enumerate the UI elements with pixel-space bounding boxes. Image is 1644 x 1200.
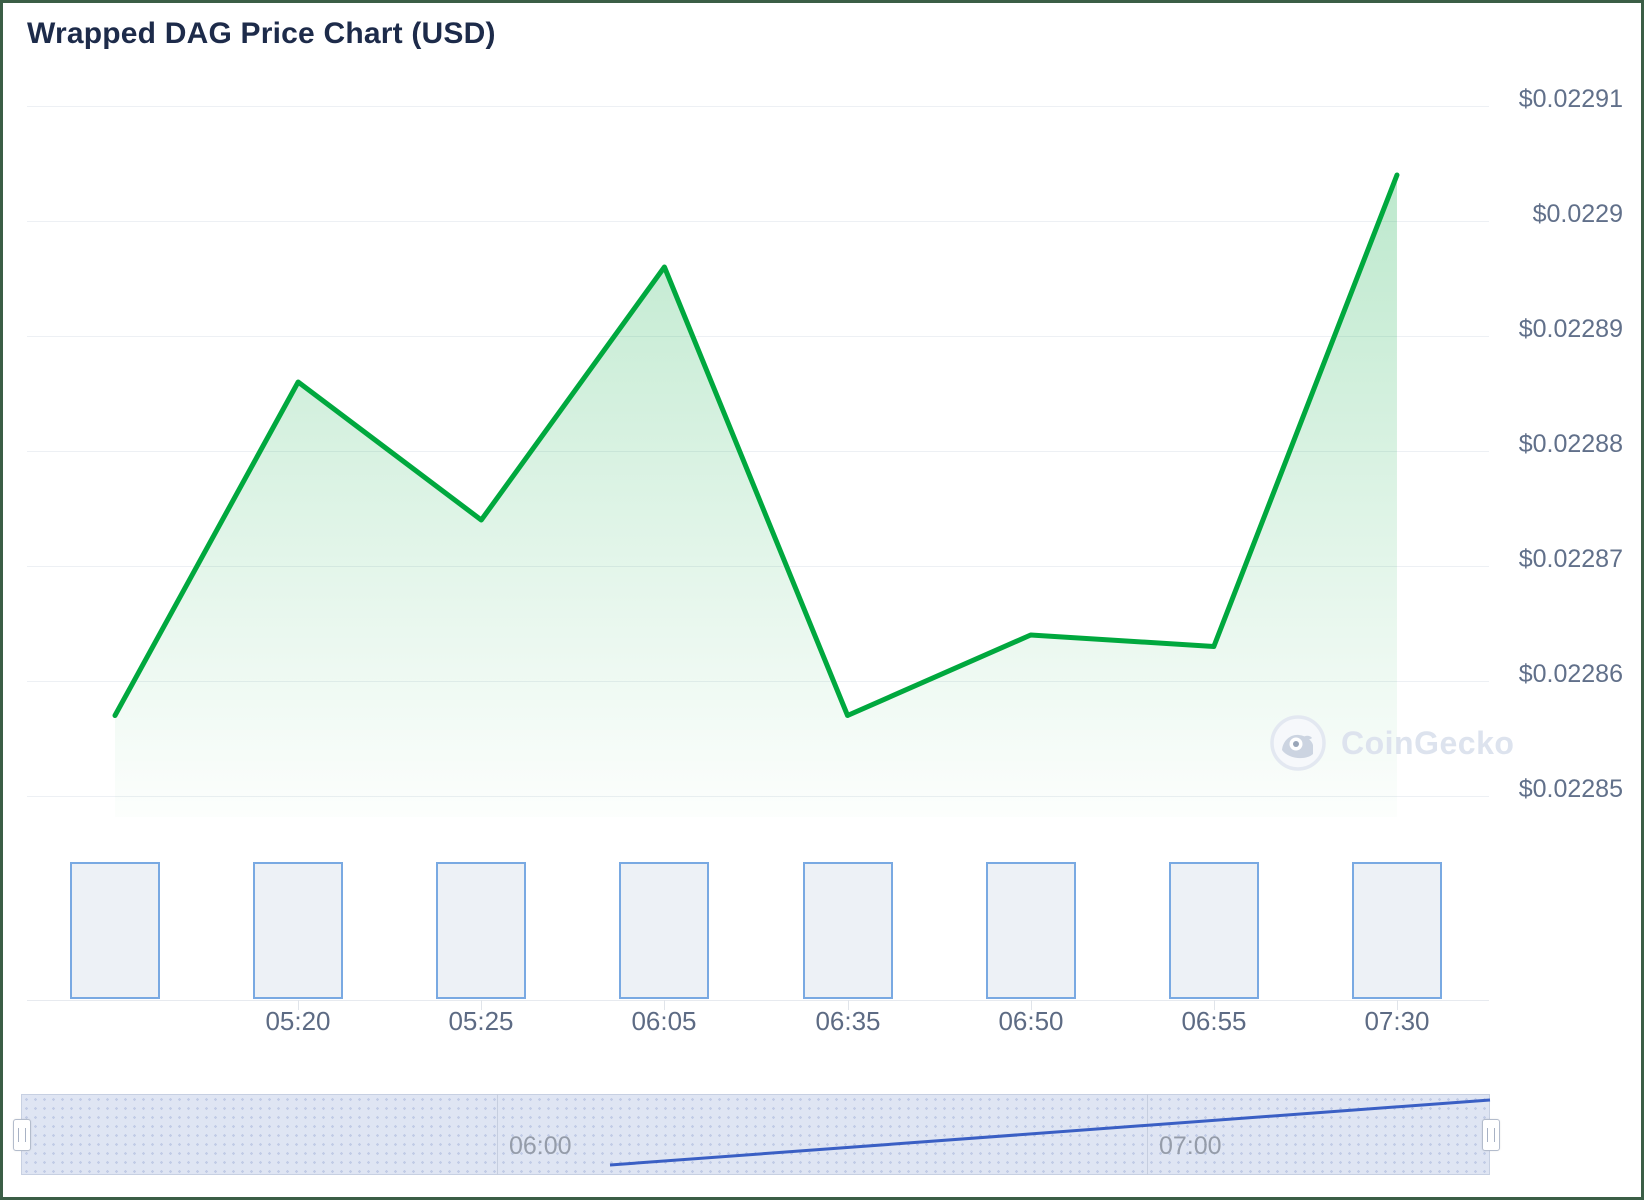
coingecko-watermark[interactable]: CoinGecko: [1269, 714, 1514, 772]
x-axis-tick: [664, 1000, 665, 1010]
x-axis-line: [27, 1000, 1489, 1001]
y-axis-tick-label: $0.02286: [1518, 660, 1623, 688]
handle-grip-icon: [1487, 1128, 1495, 1142]
navigator-right-handle[interactable]: [1482, 1119, 1500, 1151]
x-axis-tick-label: 05:20: [265, 1006, 331, 1036]
navigator-time-label: 06:00: [509, 1132, 572, 1160]
volume-bar[interactable]: [1169, 862, 1259, 999]
volume-bar[interactable]: [803, 862, 893, 999]
x-axis-tick-label: 05:25: [448, 1006, 514, 1036]
navigator-gridline: [1147, 1094, 1148, 1175]
x-axis-tick-label: 06:50: [998, 1006, 1064, 1036]
y-axis-tick-label: $0.02287: [1518, 545, 1623, 573]
y-axis-tick-label: $0.02289: [1518, 315, 1623, 343]
x-axis-tick-label: 06:05: [631, 1006, 697, 1036]
x-axis-tick: [481, 1000, 482, 1010]
navigator-left-handle[interactable]: [13, 1119, 31, 1151]
handle-grip-icon: [18, 1128, 26, 1142]
y-axis-tick-label: $0.02288: [1518, 430, 1623, 458]
x-axis-tick-label: 06:35: [815, 1006, 881, 1036]
navigator-gridline: [497, 1094, 498, 1175]
price-line-series[interactable]: [112, 172, 1400, 718]
x-axis-tick: [1214, 1000, 1215, 1010]
y-gridline: [27, 221, 1489, 222]
coingecko-watermark-label: CoinGecko: [1341, 724, 1515, 761]
volume-bar[interactable]: [986, 862, 1076, 999]
volume-bar[interactable]: [436, 862, 526, 999]
x-axis-tick: [1397, 1000, 1398, 1010]
chart-title: Wrapped DAG Price Chart (USD): [27, 17, 496, 50]
price-line-chart[interactable]: [3, 3, 1644, 1200]
volume-bar[interactable]: [1352, 862, 1442, 999]
y-axis-tick-label: $0.02291: [1518, 85, 1623, 113]
y-gridline: [27, 106, 1489, 107]
navigator-track[interactable]: [21, 1094, 1490, 1175]
x-axis-tick-label: 06:55: [1181, 1006, 1247, 1036]
y-axis-tick-label: $0.02285: [1518, 775, 1623, 803]
y-axis-tick-label: $0.0229: [1532, 200, 1623, 228]
x-axis-tick-label: 07:30: [1364, 1006, 1430, 1036]
volume-bar[interactable]: [619, 862, 709, 999]
coingecko-logo-icon: [1270, 715, 1326, 771]
y-gridline: [27, 451, 1489, 452]
x-axis-tick: [1031, 1000, 1032, 1010]
x-axis-tick: [298, 1000, 299, 1010]
volume-bar[interactable]: [253, 862, 343, 999]
navigator-time-label: 07:00: [1159, 1132, 1222, 1160]
x-axis-tick: [848, 1000, 849, 1010]
volume-bar[interactable]: [70, 862, 160, 999]
y-gridline: [27, 336, 1489, 337]
